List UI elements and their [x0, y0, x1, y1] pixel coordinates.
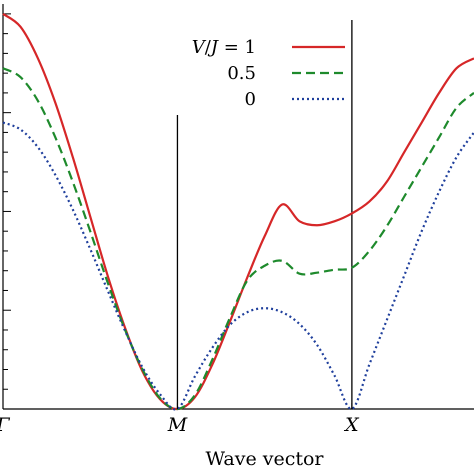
plot-frame	[2, 4, 474, 410]
legend-label: V/J = 1	[192, 37, 256, 58]
x-tick-label: Γ	[0, 414, 10, 436]
legend-label: 0.5	[227, 63, 256, 84]
x-tick-label: X	[343, 414, 360, 436]
x-tick-label: M	[167, 414, 188, 436]
legend-label: 0	[245, 89, 256, 110]
legend: V/J = 1 0.5 0	[192, 37, 345, 110]
x-ticks: ΓMX	[0, 403, 360, 436]
vertical-lines	[176, 20, 353, 409]
x-axis-label: Wave vector	[206, 448, 325, 470]
series-line-0-5	[2, 67, 474, 411]
series-line-0	[2, 121, 474, 411]
series-layer	[2, 12, 474, 411]
